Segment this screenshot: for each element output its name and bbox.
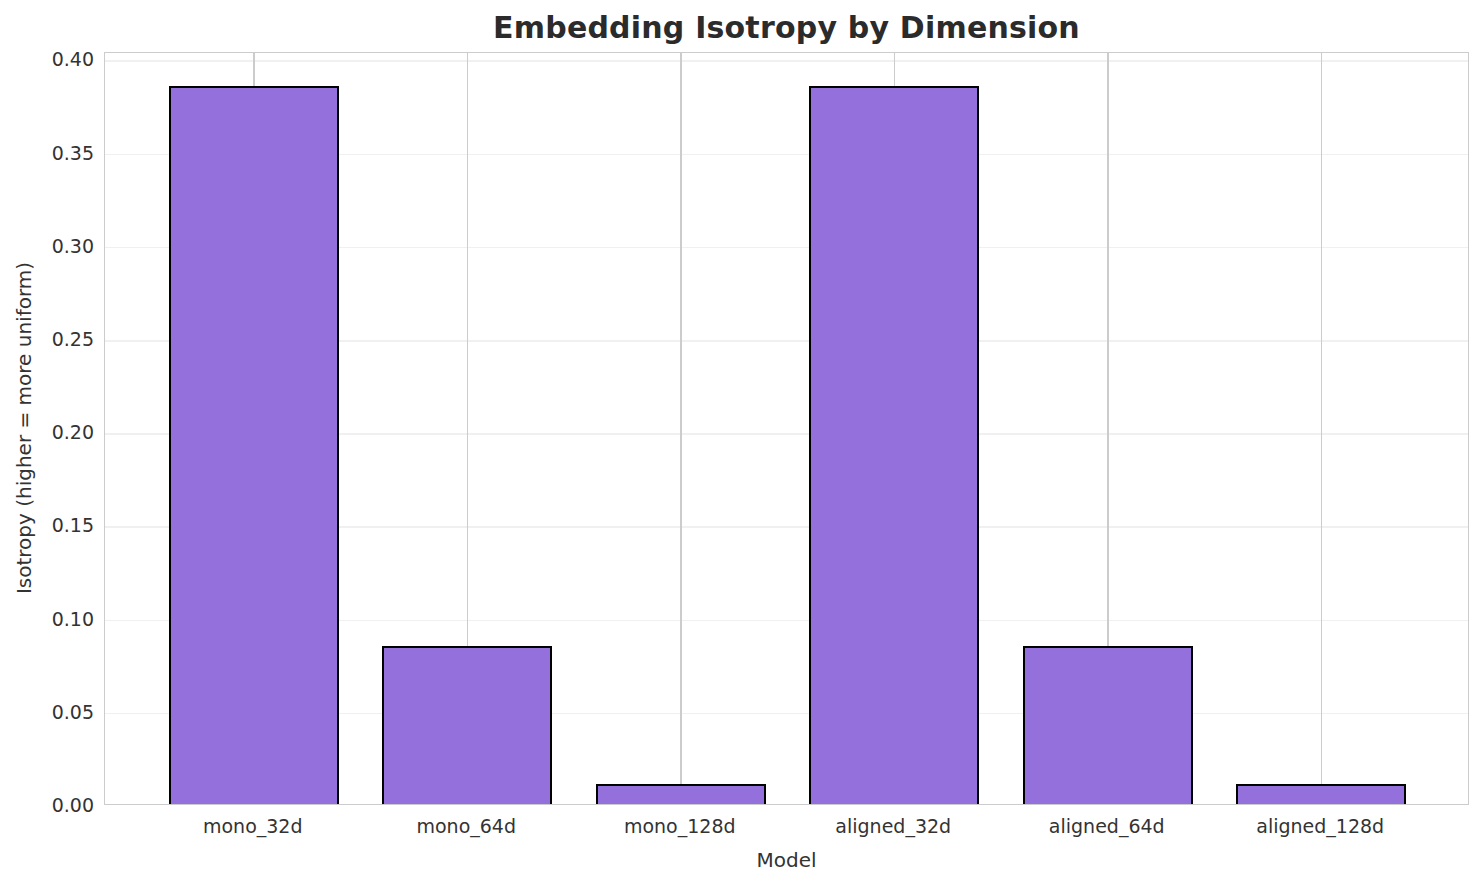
- y-tick-label: 0.35: [0, 142, 94, 164]
- bar-mono_64d: [382, 646, 552, 804]
- y-tick-label: 0.10: [0, 608, 94, 630]
- gridline-horizontal: [105, 60, 1468, 62]
- y-tick-label: 0.40: [0, 48, 94, 70]
- bar-aligned_64d: [1023, 646, 1193, 804]
- bar-aligned_32d: [809, 86, 979, 804]
- gridline-vertical: [1321, 53, 1323, 804]
- y-tick-label: 0.05: [0, 701, 94, 723]
- figure: Embedding Isotropy by Dimension Isotropy…: [0, 0, 1484, 885]
- y-tick-label: 0.15: [0, 514, 94, 536]
- bar-mono_32d: [169, 86, 339, 804]
- chart-title: Embedding Isotropy by Dimension: [104, 10, 1469, 45]
- x-tick-label: aligned_32d: [787, 815, 1001, 837]
- x-axis-label: Model: [104, 848, 1469, 872]
- x-tick-label: aligned_128d: [1214, 815, 1428, 837]
- x-tick-label: mono_32d: [146, 815, 360, 837]
- x-tick-label: mono_128d: [573, 815, 787, 837]
- bar-mono_128d: [596, 784, 766, 805]
- bar-aligned_128d: [1236, 784, 1406, 805]
- x-tick-label: aligned_64d: [1000, 815, 1214, 837]
- x-tick-label: mono_64d: [360, 815, 574, 837]
- plot-area: [104, 52, 1469, 805]
- y-tick-label: 0.20: [0, 421, 94, 443]
- y-tick-label: 0.00: [0, 794, 94, 816]
- y-tick-label: 0.30: [0, 235, 94, 257]
- gridline-vertical: [680, 53, 682, 804]
- y-tick-label: 0.25: [0, 328, 94, 350]
